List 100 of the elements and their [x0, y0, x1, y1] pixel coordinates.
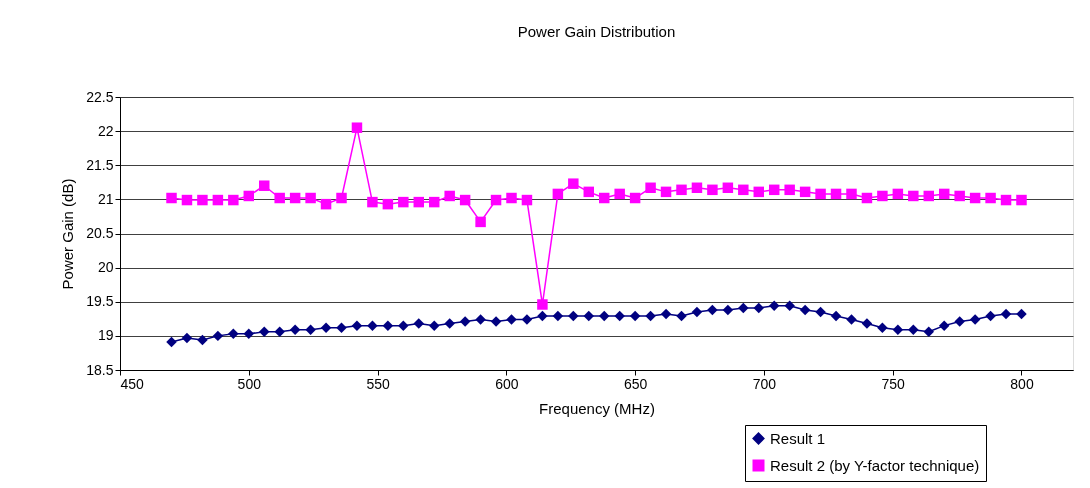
y-tick-label: 21.5 [86, 156, 114, 173]
x-tick-label: 600 [495, 375, 519, 392]
point [336, 192, 347, 204]
point [521, 194, 533, 206]
point [892, 188, 904, 200]
legend-label: Result 2 (by Y-factor technique) [770, 456, 980, 474]
point [413, 196, 425, 208]
point [799, 304, 811, 316]
point [1000, 308, 1012, 320]
point [475, 216, 486, 228]
point [320, 198, 332, 210]
point [166, 336, 177, 348]
point [228, 328, 239, 340]
x-tick-label: 500 [237, 375, 262, 392]
x-tick-label: 450 [120, 375, 145, 392]
point [243, 190, 255, 202]
y-tick-label: 19.5 [86, 293, 114, 310]
point [753, 186, 765, 198]
point [784, 184, 795, 196]
point [861, 192, 873, 204]
point [382, 198, 394, 210]
point [490, 194, 502, 206]
point [444, 318, 455, 329]
point [676, 310, 687, 322]
point [212, 194, 224, 206]
point [707, 304, 718, 316]
chart-title: Power Gain Distribution [517, 23, 676, 40]
point [691, 182, 703, 194]
point [428, 196, 440, 208]
point [583, 310, 595, 322]
point [382, 320, 394, 331]
legend-label: Result 1 [770, 429, 826, 447]
y-tick-label: 20 [97, 259, 114, 276]
point [583, 186, 595, 198]
point [258, 180, 270, 191]
point [568, 310, 579, 322]
point [799, 186, 811, 198]
point [938, 188, 950, 200]
point [660, 308, 672, 320]
point [568, 178, 579, 189]
point [985, 192, 996, 204]
point [243, 328, 255, 340]
point [908, 324, 919, 335]
y-tick-label: 22.5 [86, 88, 114, 105]
point [815, 306, 826, 318]
x-tick-label: 800 [1010, 375, 1034, 392]
point [1016, 194, 1027, 206]
point [181, 332, 193, 344]
x-tick-label: 650 [623, 375, 648, 392]
point [351, 122, 363, 133]
point [552, 310, 564, 322]
point [197, 194, 208, 206]
point [969, 192, 981, 204]
point [645, 310, 656, 322]
y-tick-label: 19 [97, 327, 114, 344]
point [459, 316, 471, 327]
x-tick-label: 750 [881, 375, 906, 392]
point [1016, 308, 1027, 320]
point [614, 188, 625, 200]
point [398, 320, 409, 331]
point [908, 190, 919, 202]
point [629, 310, 641, 322]
point [1000, 194, 1012, 206]
point [629, 192, 641, 204]
point [892, 324, 904, 335]
point [877, 322, 888, 333]
point [258, 326, 270, 338]
point [707, 184, 718, 196]
y-tick-label: 22 [97, 122, 114, 139]
y-tick-label: 18.5 [86, 361, 114, 378]
point [846, 188, 857, 200]
point [861, 318, 873, 329]
point [274, 326, 285, 338]
point [305, 192, 316, 204]
point [753, 302, 765, 314]
point [923, 190, 935, 202]
point [722, 182, 734, 194]
point [969, 314, 981, 325]
point [877, 190, 888, 202]
point [289, 324, 301, 335]
point [784, 300, 795, 312]
point [815, 188, 826, 200]
point [367, 196, 378, 208]
point [506, 192, 517, 204]
point [552, 188, 564, 200]
point [506, 314, 517, 325]
point [768, 300, 780, 312]
point [846, 314, 857, 325]
point [537, 310, 548, 322]
y-tick-label: 21 [97, 190, 114, 207]
y-tick-label: 20.5 [86, 225, 114, 241]
point [985, 310, 996, 322]
x-axis-title: Frequency (MHz) [539, 399, 655, 417]
point [830, 310, 842, 322]
point [398, 196, 409, 208]
x-tick-label: 700 [752, 375, 777, 392]
point [598, 310, 610, 322]
point [166, 192, 177, 204]
point [490, 316, 502, 327]
point [738, 184, 749, 196]
